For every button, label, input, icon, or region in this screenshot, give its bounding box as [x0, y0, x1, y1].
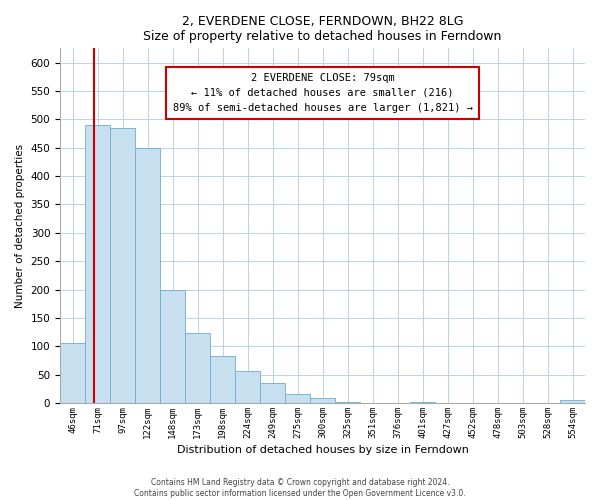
- Bar: [285, 394, 310, 403]
- Bar: [160, 290, 185, 403]
- Bar: [310, 398, 335, 403]
- Bar: [560, 400, 585, 403]
- Bar: [235, 370, 260, 403]
- Bar: [335, 402, 360, 403]
- Bar: [185, 333, 210, 403]
- Text: 2 EVERDENE CLOSE: 79sqm
← 11% of detached houses are smaller (216)
89% of semi-d: 2 EVERDENE CLOSE: 79sqm ← 11% of detache…: [173, 73, 473, 113]
- Bar: [410, 402, 435, 403]
- Bar: [85, 125, 110, 403]
- Bar: [110, 128, 135, 403]
- Bar: [135, 148, 160, 403]
- X-axis label: Distribution of detached houses by size in Ferndown: Distribution of detached houses by size …: [176, 445, 469, 455]
- Bar: [260, 383, 285, 403]
- Y-axis label: Number of detached properties: Number of detached properties: [15, 144, 25, 308]
- Title: 2, EVERDENE CLOSE, FERNDOWN, BH22 8LG
Size of property relative to detached hous: 2, EVERDENE CLOSE, FERNDOWN, BH22 8LG Si…: [143, 15, 502, 43]
- Bar: [60, 344, 85, 403]
- Bar: [210, 356, 235, 403]
- Text: Contains HM Land Registry data © Crown copyright and database right 2024.
Contai: Contains HM Land Registry data © Crown c…: [134, 478, 466, 498]
